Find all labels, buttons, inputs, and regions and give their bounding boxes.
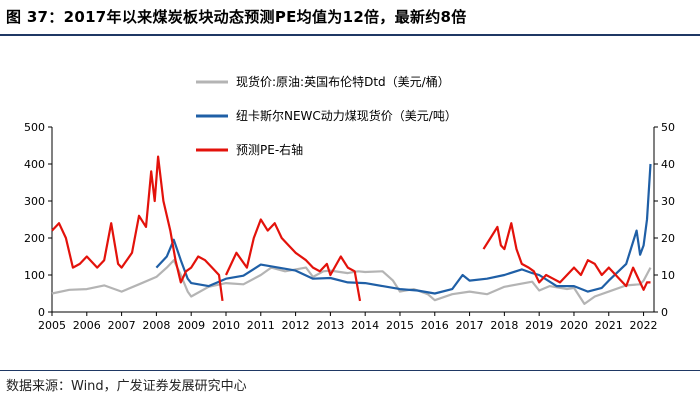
series-line-0 [51,259,652,305]
legend-label-0: 现货价:原油:英国布伦特Dtd（美元/桶） [236,74,450,89]
title-rule [0,34,700,36]
right-tick-label: 20 [661,232,675,245]
left-tick-label: 400 [24,158,45,171]
x-tick-label: 2013 [316,319,344,332]
left-tick-label: 0 [38,306,45,319]
x-tick-label: 2012 [282,319,310,332]
legend-label-2: 预测PE-右轴 [236,142,303,157]
right-tick-label: 0 [661,306,668,319]
series-layer [51,155,652,305]
x-tick-label: 2020 [560,319,588,332]
x-tick-label: 2008 [142,319,170,332]
right-tick-label: 40 [661,158,675,171]
x-tick-label: 2015 [386,319,414,332]
right-tick-label: 30 [661,195,675,208]
footer-rule [0,370,700,371]
x-tick-label: 2017 [456,319,484,332]
x-tick-label: 2014 [351,319,379,332]
right-axis: 0 10 20 30 40 50 [654,121,675,319]
right-tick-label: 10 [661,269,675,282]
x-tick-label: 2005 [38,319,66,332]
left-tick-label: 500 [24,121,45,134]
left-axis: 0 100 200 300 400 500 [24,121,52,319]
x-tick-label: 2018 [490,319,518,332]
x-axis: 2005 2006 2007 2008 2009 2010 2011 2012 2013 2014… [38,312,658,332]
left-tick-label: 100 [24,269,45,282]
series-line-1 [155,163,652,295]
plot-frame [51,127,655,313]
left-tick-label: 200 [24,232,45,245]
x-tick-label: 2009 [177,319,205,332]
x-tick-label: 2021 [595,319,623,332]
x-tick-label: 2011 [247,319,275,332]
legend: 现货价:原油:英国布伦特Dtd（美元/桶） 纽卡斯尔NEWC动力煤现货价（美元/吨… [196,74,457,157]
x-tick-label: 2019 [525,319,553,332]
page-title: 图 37：2017年以来煤炭板块动态预测PE均值为12倍，最新约8倍 [6,8,467,26]
series-line-2 [225,218,362,302]
left-tick-label: 300 [24,195,45,208]
series-line-2 [482,222,651,291]
x-tick-label: 2010 [212,319,240,332]
x-tick-label: 2007 [108,319,136,332]
series-line-2 [51,155,224,302]
data-source: 数据来源：Wind，广发证券发展研究中心 [6,379,247,394]
legend-label-1: 纽卡斯尔NEWC动力煤现货价（美元/吨） [236,108,457,123]
x-tick-label: 2006 [73,319,101,332]
right-tick-label: 50 [661,121,675,134]
x-tick-label: 2022 [630,319,658,332]
x-tick-label: 2016 [421,319,449,332]
